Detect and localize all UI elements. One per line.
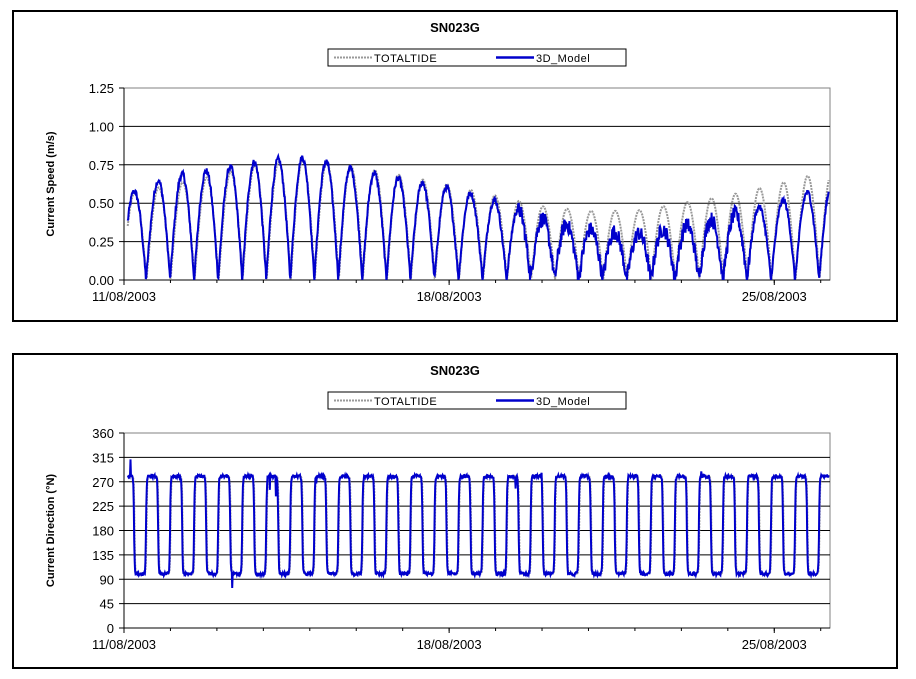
legend: TOTALTIDE 3D_Model — [327, 48, 627, 67]
x-tick-label: 25/08/2003 — [742, 637, 807, 652]
chart-title: SN023G — [430, 363, 480, 378]
direction-chart-panel: SN023G TOTALTIDE 3D_Model 0 45 90 135 180 225 270… — [12, 353, 898, 669]
speed-chart: SN023G TOTALTIDE 3D_Model 0.00 0.25 0.50 0.75 1… — [45, 20, 831, 304]
y-axis-label: Current Speed (m/s) — [45, 131, 57, 236]
chart-title: SN023G — [430, 20, 480, 35]
y-axis-label: Current Direction (°N) — [45, 474, 57, 588]
y-tick-label: 1.25 — [89, 81, 114, 96]
x-tick-label: 11/08/2003 — [92, 289, 156, 304]
y-tick-label: 360 — [92, 426, 114, 441]
legend-label-totaltide: TOTALTIDE — [374, 53, 437, 65]
legend-box — [327, 391, 627, 410]
y-tick-label: 315 — [92, 450, 114, 465]
x-tick-label: 18/08/2003 — [417, 637, 482, 652]
y-tick-label: 0.50 — [89, 196, 114, 211]
y-tick-label: 0 — [107, 621, 114, 636]
series-line-3d_model — [126, 459, 830, 589]
legend-label-3d_model: 3D_Model — [536, 396, 590, 408]
y-tick-label: 270 — [92, 475, 114, 490]
y-tick-label: 180 — [92, 524, 114, 539]
y-tick-label: 0.25 — [89, 235, 114, 250]
plot-area — [123, 87, 831, 281]
y-tick-label: 0.00 — [89, 273, 114, 288]
y-tick-label: 90 — [100, 572, 114, 587]
y-tick-label: 45 — [100, 597, 114, 612]
y-tick-label: 135 — [92, 548, 114, 563]
series-line-3d_model — [126, 152, 830, 280]
y-tick-label: 0.75 — [89, 158, 114, 173]
legend-label-3d_model: 3D_Model — [536, 53, 590, 65]
legend: TOTALTIDE 3D_Model — [327, 391, 627, 410]
direction-chart: SN023G TOTALTIDE 3D_Model 0 45 90 135 180 225 270… — [45, 363, 831, 652]
x-tick-label: 18/08/2003 — [417, 289, 482, 304]
x-tick-label: 11/08/2003 — [92, 637, 156, 652]
y-tick-label: 1.00 — [89, 119, 114, 134]
legend-label-totaltide: TOTALTIDE — [374, 396, 437, 408]
speed-chart-panel: SN023G TOTALTIDE 3D_Model 0.00 0.25 0.50 0.75 1… — [12, 10, 898, 322]
legend-box — [327, 48, 627, 67]
x-tick-label: 25/08/2003 — [742, 289, 807, 304]
y-tick-label: 225 — [92, 499, 114, 514]
